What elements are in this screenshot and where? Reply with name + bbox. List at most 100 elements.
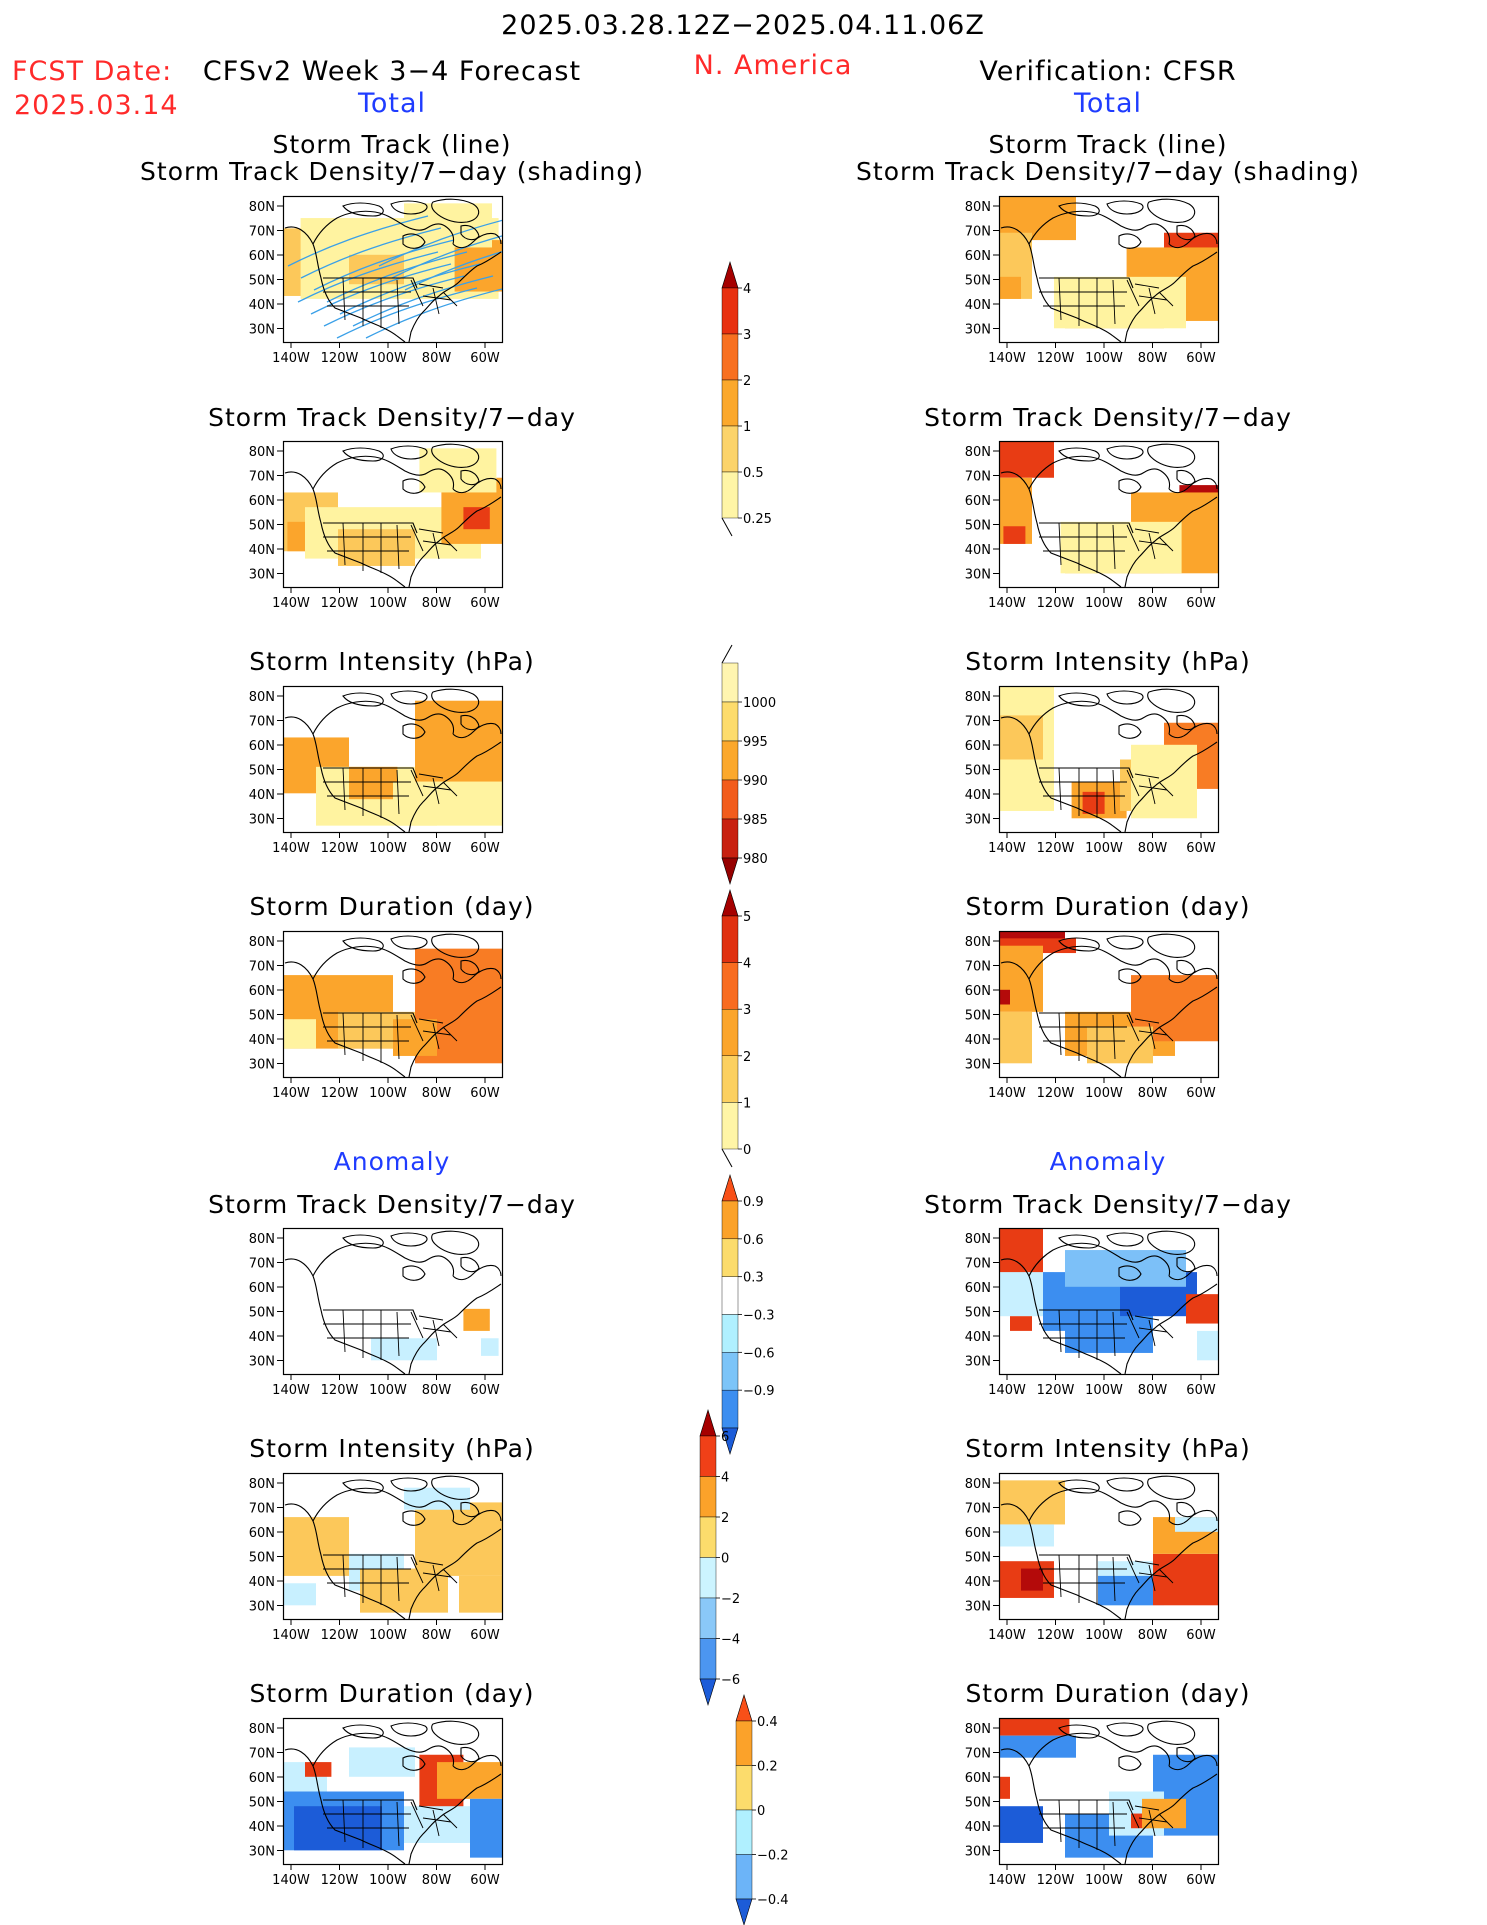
- shading-cell: [404, 203, 492, 248]
- lat-tick-label: 30N: [249, 813, 275, 828]
- colorbar-top-arrow: [721, 888, 739, 917]
- colorbar-label: 0.4: [757, 1715, 778, 1730]
- lon-tick-label: 80W: [422, 1628, 452, 1643]
- forecast-title: CFSv2 Week 3−4 Forecast: [202, 56, 582, 87]
- lon-tick-label: 60W: [1186, 596, 1216, 611]
- lon-tick-label: 120W: [321, 1383, 359, 1398]
- lon-tick-label: 120W: [321, 841, 359, 856]
- shading-cell: [463, 507, 490, 530]
- colorbar-label: 0.5: [743, 466, 764, 481]
- lon-tick-label: 140W: [988, 1086, 1026, 1101]
- panel2-title-left: Storm Track Density/7−day: [208, 403, 576, 432]
- lat-tick-label: 30N: [249, 1355, 275, 1370]
- lon-tick-label: 140W: [272, 596, 310, 611]
- lon-tick-label: 100W: [1085, 1628, 1123, 1643]
- map-frame: [998, 195, 1220, 344]
- lat-tick-label: 50N: [965, 1306, 991, 1321]
- lat-tick-label: 30N: [965, 1845, 991, 1860]
- map-frame: [998, 1227, 1220, 1376]
- map-panel4-right: 80N 70N 60N 50N 40N 30N 140W 120W 100W 80W 60W: [965, 930, 1220, 1101]
- lon-tick-label: 100W: [369, 1086, 407, 1101]
- lon-tick-label: 100W: [369, 1383, 407, 1398]
- colorbar-label: 1: [743, 420, 751, 435]
- colorbar-label: 2: [743, 374, 751, 389]
- lon-tick-label: 100W: [1085, 351, 1123, 366]
- map-panel4-left: 80N 70N 60N 50N 40N 30N 140W 120W 100W 80W 60W: [249, 930, 504, 1101]
- lat-tick-label: 50N: [965, 274, 991, 289]
- shading-cell: [1065, 1250, 1186, 1287]
- lat-tick-label: 40N: [965, 543, 991, 558]
- lat-tick-label: 60N: [965, 984, 991, 999]
- colorbar-segment: [735, 1765, 753, 1811]
- map-frame: [998, 1472, 1220, 1621]
- colorbar-intensity-total: 1000 995 990 985 980: [721, 644, 792, 886]
- lat-tick-label: 30N: [249, 1058, 275, 1073]
- lon-tick-label: 60W: [1186, 351, 1216, 366]
- lat-tick-label: 60N: [249, 1771, 275, 1786]
- lat-tick-label: 70N: [249, 715, 275, 730]
- lon-tick-label: 60W: [1186, 1383, 1216, 1398]
- lat-tick-label: 70N: [965, 225, 991, 240]
- lat-tick-label: 60N: [965, 1771, 991, 1786]
- shading-cell: [371, 1338, 437, 1361]
- lat-tick-label: 70N: [965, 470, 991, 485]
- lon-tick-label: 100W: [1085, 1086, 1123, 1101]
- lat-tick-label: 80N: [965, 690, 991, 705]
- shading-cell: [1131, 744, 1197, 819]
- map-panel6-left: 80N 70N 60N 50N 40N 30N 140W 120W 100W 80W 60W: [249, 1472, 504, 1643]
- colorbar-segment: [721, 1200, 739, 1240]
- lon-tick-label: 100W: [369, 351, 407, 366]
- map-panel5-right: 80N 70N 60N 50N 40N 30N 140W 120W 100W 80W 60W: [965, 1227, 1220, 1398]
- panel7-title-right: Storm Duration (day): [965, 1679, 1251, 1708]
- coastline: [284, 198, 502, 343]
- panel1-title-line1-left: Storm Track (line): [272, 130, 512, 159]
- lon-tick-label: 100W: [1085, 841, 1123, 856]
- lon-tick-label: 140W: [272, 351, 310, 366]
- colorbar-label: −4: [721, 1633, 740, 1648]
- lat-tick-label: 60N: [249, 1526, 275, 1541]
- lat-tick-label: 70N: [249, 1257, 275, 1272]
- colorbar-bottom-arrow: [735, 1898, 753, 1925]
- storm-track-line: [287, 215, 429, 267]
- colorbar-label: 3: [743, 328, 751, 343]
- colorbar-label: 4: [743, 282, 751, 297]
- shading-cell: [393, 1019, 437, 1056]
- coastline: [1000, 443, 1218, 588]
- lon-tick-label: 80W: [422, 596, 452, 611]
- shading-cell: [999, 1735, 1076, 1758]
- shading-cell: [999, 1011, 1032, 1064]
- lat-tick-label: 30N: [249, 1600, 275, 1615]
- shading-cell: [349, 1747, 415, 1777]
- lon-tick-label: 80W: [1138, 1628, 1168, 1643]
- shading-cell: [999, 1718, 1070, 1736]
- colorbar-label: −0.4: [757, 1893, 789, 1908]
- lat-tick-label: 60N: [249, 984, 275, 999]
- lat-tick-label: 70N: [965, 1257, 991, 1272]
- storm-track-line: [352, 275, 494, 327]
- colorbar-segment: [721, 740, 739, 781]
- lat-tick-label: 30N: [965, 1058, 991, 1073]
- shading-cell: [404, 1806, 470, 1843]
- lat-tick-label: 70N: [965, 1747, 991, 1762]
- colorbar-label: −0.3: [743, 1309, 775, 1324]
- shading-cell: [1098, 1575, 1153, 1606]
- colorbar-bottom-arrow: [721, 857, 739, 886]
- lat-tick-label: 30N: [965, 1355, 991, 1370]
- lon-tick-label: 140W: [272, 1628, 310, 1643]
- lat-tick-label: 70N: [249, 960, 275, 975]
- lon-tick-label: 80W: [1138, 1383, 1168, 1398]
- colorbar-label: 0: [721, 1552, 729, 1567]
- colorbar-label: 985: [743, 813, 768, 828]
- lon-tick-label: 100W: [369, 596, 407, 611]
- lat-tick-label: 40N: [965, 298, 991, 313]
- shading-cell: [1010, 1316, 1032, 1331]
- lat-tick-label: 70N: [249, 1747, 275, 1762]
- storm-track-line: [310, 263, 452, 315]
- lat-tick-label: 80N: [249, 445, 275, 460]
- lon-tick-label: 120W: [321, 351, 359, 366]
- lat-tick-label: 50N: [249, 764, 275, 779]
- lon-tick-label: 60W: [1186, 841, 1216, 856]
- shading-cell: [999, 1806, 1043, 1843]
- colorbar-segment: [721, 779, 739, 820]
- lon-tick-label: 140W: [272, 841, 310, 856]
